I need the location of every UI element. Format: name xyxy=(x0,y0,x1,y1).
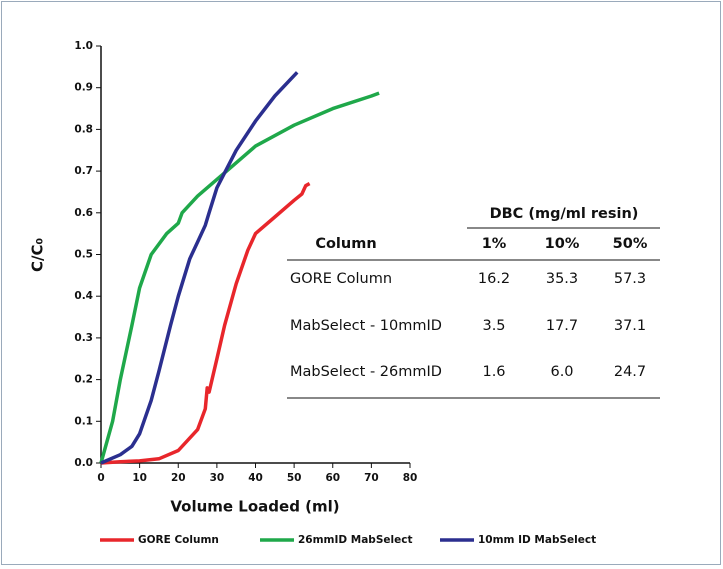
x-tick-label: 70 xyxy=(364,472,379,484)
table-cell: 3.5 xyxy=(482,318,505,334)
y-tick-label: 1.0 xyxy=(74,40,93,52)
x-tick-label: 80 xyxy=(403,472,418,484)
y-tick-label: 0.5 xyxy=(74,249,93,261)
x-axis-label: Volume Loaded (ml) xyxy=(170,498,339,516)
series-line xyxy=(99,91,380,464)
table-column-header: 10% xyxy=(545,236,580,252)
table-cell: 37.1 xyxy=(614,318,646,334)
table-row-label: MabSelect - 10mmID xyxy=(290,318,442,334)
table-column-header: 50% xyxy=(613,236,648,252)
legend-label: GORE Column xyxy=(138,534,219,546)
table-column-header: Column xyxy=(315,236,376,252)
series-line xyxy=(100,71,299,465)
x-tick-label: 60 xyxy=(325,472,340,484)
x-tick-label: 0 xyxy=(97,472,104,484)
y-tick-label: 0.4 xyxy=(74,290,93,302)
y-tick-label: 0.1 xyxy=(74,415,93,427)
table-cell: 16.2 xyxy=(478,271,510,287)
y-tick-label: 0.2 xyxy=(74,374,93,386)
x-tick-label: 30 xyxy=(210,472,225,484)
legend-label: 10mm ID MabSelect xyxy=(478,534,596,546)
x-tick-label: 40 xyxy=(248,472,263,484)
y-tick-label: 0.9 xyxy=(74,82,93,94)
y-tick-label: 0.3 xyxy=(74,332,93,344)
y-tick-label: 0.8 xyxy=(74,123,93,135)
table-row-label: MabSelect - 26mmID xyxy=(290,364,442,380)
y-tick-label: 0.6 xyxy=(74,207,93,219)
table-group-header: DBC (mg/ml resin) xyxy=(490,206,639,222)
x-tick-label: 50 xyxy=(287,472,302,484)
table-row-label: GORE Column xyxy=(290,271,392,287)
series-line xyxy=(100,182,311,465)
x-tick-label: 20 xyxy=(171,472,186,484)
table-cell: 24.7 xyxy=(614,364,646,380)
table-cell: 35.3 xyxy=(546,271,578,287)
table-cell: 17.7 xyxy=(546,318,578,334)
table-cell: 57.3 xyxy=(614,271,646,287)
table-column-header: 1% xyxy=(482,236,507,252)
table-cell: 6.0 xyxy=(550,364,573,380)
y-tick-label: 0.7 xyxy=(74,165,93,177)
table-cell: 1.6 xyxy=(482,364,505,380)
y-tick-label: 0.0 xyxy=(74,457,93,469)
y-axis-label: C/C₀ xyxy=(29,238,47,272)
x-tick-label: 10 xyxy=(132,472,147,484)
legend-label: 26mmID MabSelect xyxy=(298,534,412,546)
